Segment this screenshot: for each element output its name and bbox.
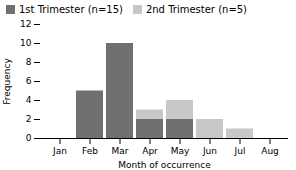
svg-text:Jul: Jul (234, 146, 246, 156)
svg-text:May: May (171, 146, 190, 156)
svg-text:2: 2 (26, 114, 32, 124)
svg-text:Mar: Mar (112, 146, 129, 156)
svg-text:Jan: Jan (52, 146, 67, 156)
svg-text:Month of occurrence: Month of occurrence (118, 160, 211, 170)
svg-text:4: 4 (26, 95, 32, 105)
svg-text:12: 12 (20, 19, 31, 29)
svg-text:Frequency: Frequency (2, 58, 12, 105)
html-text:2nd Trimester (n=5): 2nd Trimester (n=5) (145, 3, 247, 15)
svg-text:6: 6 (26, 76, 32, 86)
svg-text:8: 8 (26, 57, 32, 67)
html-text:1st Trimester (n=15): 1st Trimester (n=15) (19, 3, 123, 15)
svg-text:0: 0 (26, 133, 32, 143)
svg-text:Apr: Apr (142, 146, 158, 156)
svg-text:10: 10 (20, 38, 32, 48)
svg-text:Feb: Feb (82, 146, 98, 156)
svg-text:Aug: Aug (261, 146, 279, 156)
svg-text:Jun: Jun (202, 146, 217, 156)
